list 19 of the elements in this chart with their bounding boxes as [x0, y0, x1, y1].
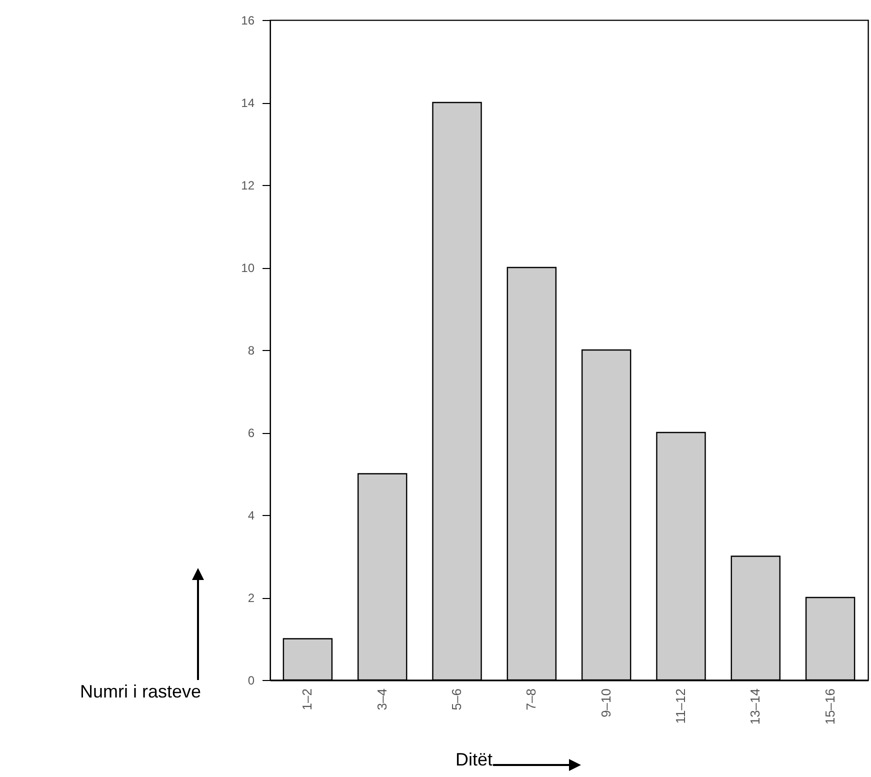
y-tick-label: 6: [248, 426, 255, 440]
x-tick-label: 5–6: [449, 688, 464, 710]
x-tick-label: 3–4: [374, 688, 390, 710]
y-tick-label: 12: [241, 178, 255, 192]
y-tick-label: 14: [241, 96, 255, 110]
y-tick-label: 10: [241, 261, 255, 275]
x-tick-label: 11–12: [672, 688, 688, 724]
x-tick-label: 1–2: [300, 688, 315, 710]
x-tick-label: 15–16: [822, 688, 838, 725]
x-tick-label: 13–14: [748, 688, 763, 725]
y-tick-label: 0: [248, 674, 255, 688]
x-axis-title: Ditët: [456, 750, 493, 770]
x-tick-label: 9–10: [598, 688, 614, 718]
y-axis-title: Numri i rasteve: [80, 682, 202, 702]
y-tick-label: 2: [248, 591, 255, 605]
y-tick-label: 4: [248, 508, 255, 522]
y-tick-label: 8: [248, 344, 255, 358]
x-tick-label: 7–8: [524, 688, 539, 710]
y-tick-label: 16: [241, 14, 255, 28]
